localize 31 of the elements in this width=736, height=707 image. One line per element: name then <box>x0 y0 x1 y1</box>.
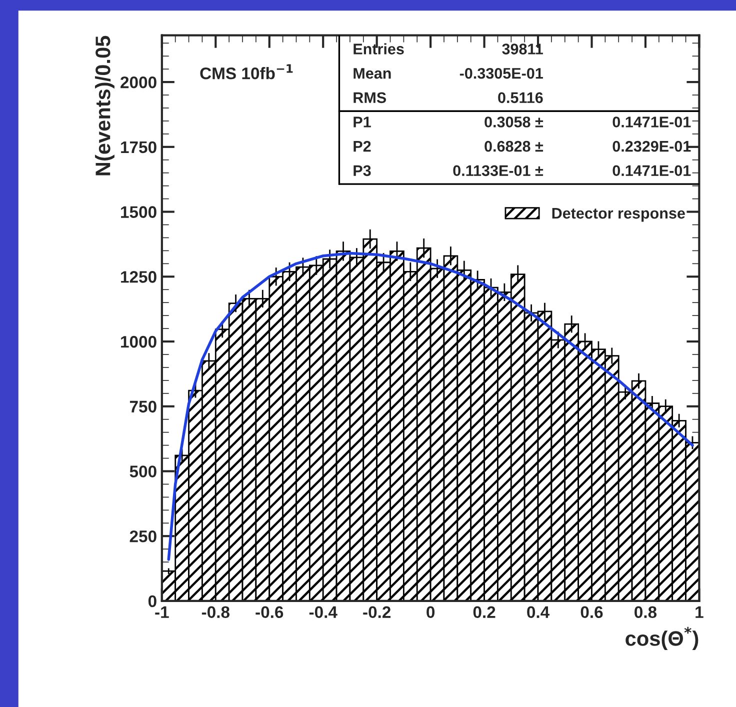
x-tick-label: -0.4 <box>309 606 338 618</box>
annotation: CMS 10fb$^{−1}$ <box>200 64 293 80</box>
x-tick-label: -0.8 <box>202 606 230 618</box>
x-tick-label: -1 <box>155 606 169 618</box>
legend-label: Detector response <box>552 208 685 222</box>
x-tick-label: 0.4 <box>527 606 550 618</box>
x-tick-label: 0.8 <box>634 606 657 618</box>
x-tick-label: 0.2 <box>473 606 496 618</box>
y-tick-label: 1500 <box>121 206 156 218</box>
text: Mean -0.3305E-01 <box>354 68 543 79</box>
x-tick-label: -0.2 <box>363 606 391 618</box>
y-tick-label: 1750 <box>121 141 156 154</box>
y-tick-label: 250 <box>130 530 156 542</box>
text: P2 0.6828 ± 0.2329E-01 <box>354 140 691 152</box>
y-tick-label: 1250 <box>121 271 156 283</box>
text: RMS 0.5116 <box>354 92 543 104</box>
text: Entries 39811 <box>354 43 543 54</box>
x-tick-label: 0.6 <box>580 606 603 618</box>
text: P3 0.1133E-01 ± 0.1471E-01 <box>354 165 691 176</box>
x-tick-label: -0.6 <box>256 606 284 618</box>
y-tick-label: 500 <box>130 466 156 478</box>
y-tick-label: 750 <box>130 400 156 413</box>
y-tick-label: 0 <box>148 595 156 608</box>
line-series <box>167 252 694 561</box>
x-tick-label: 0 <box>426 606 435 618</box>
y-tick-label: 1000 <box>121 336 156 348</box>
text: P1 0.3058 ± 0.1471E-01 <box>354 116 691 128</box>
y-tick-label: 2000 <box>120 76 156 88</box>
x-axis-title: cos(Θ$^{*}$) <box>626 626 698 650</box>
x-tick-label: 1 <box>696 606 704 618</box>
y-axis-title: N(events)/0.05 <box>95 36 114 176</box>
